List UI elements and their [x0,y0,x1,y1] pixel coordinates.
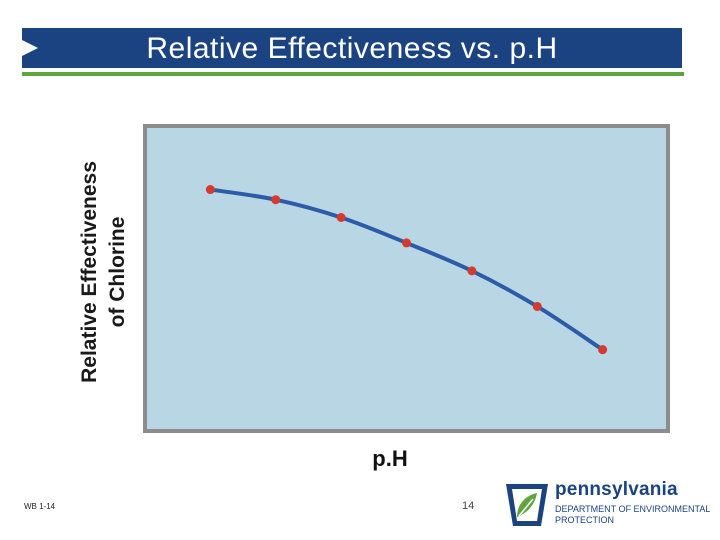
logo-department-line-1: DEPARTMENT OF ENVIRONMENTAL [555,504,711,514]
y-axis-label-line-1: Relative Effectiveness [78,161,101,383]
logo-department-line-2: PROTECTION [555,515,615,525]
data-point-4 [402,238,411,248]
keystone-icon [506,484,548,526]
data-point-7 [598,345,608,355]
y-axis-label-line-2: of Chlorine [106,217,129,328]
slide-title: Relative Effectiveness vs. p.H [146,32,558,65]
plot-area [143,124,670,433]
data-point-2 [271,195,281,205]
title-arrow-icon [22,40,38,56]
data-point-1 [205,185,215,195]
data-point-5 [467,266,477,276]
x-axis-label: p.H [372,446,408,471]
logo-department: DEPARTMENT OF ENVIRONMENTAL PROTECTION [555,504,715,526]
pennsylvania-dep-logo: pennsylvania DEPARTMENT OF ENVIRONMENTAL… [503,479,715,529]
logo-state-name: pennsylvania [555,479,678,500]
data-point-6 [532,301,542,311]
title-bar [22,28,682,68]
data-points [205,185,608,355]
title-underline [22,72,684,76]
data-point-3 [336,213,346,222]
page-number: 14 [462,500,475,512]
slide-reference: WB 1-14 [24,502,56,511]
